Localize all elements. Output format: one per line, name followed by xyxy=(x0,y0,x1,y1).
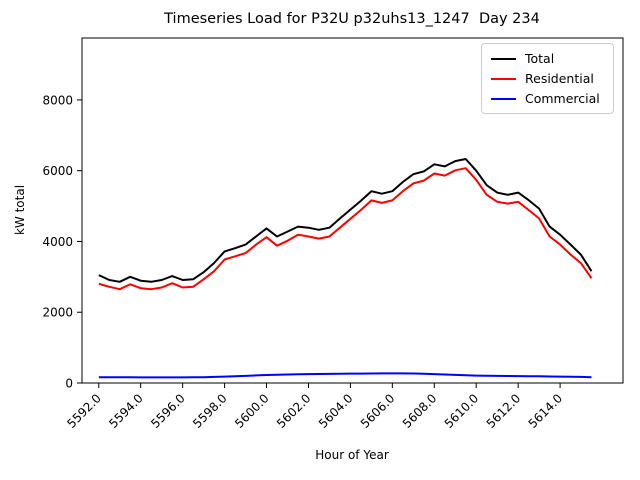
x-tick-label: 5604.0 xyxy=(316,391,356,431)
y-tick-label: 2000 xyxy=(42,306,73,320)
legend-item-total: Total xyxy=(491,51,604,66)
y-tick-label: 0 xyxy=(65,377,73,391)
legend: Total Residential Commercial xyxy=(481,43,614,114)
chart-title: Timeseries Load for P32U p32uhs13_1247 D… xyxy=(164,11,540,27)
x-tick-label: 5614.0 xyxy=(526,391,566,431)
x-tick-label: 5602.0 xyxy=(274,391,314,431)
y-axis-label: kW total xyxy=(13,184,27,236)
series-line-total xyxy=(98,158,593,283)
series-line-commercial xyxy=(98,372,592,379)
legend-line-sample xyxy=(491,77,516,80)
y-tick-label: 8000 xyxy=(42,93,73,107)
legend-line-sample xyxy=(491,97,516,100)
y-tick-label: 6000 xyxy=(42,164,73,178)
x-tick-label: 5596.0 xyxy=(148,391,188,431)
x-tick-label: 5612.0 xyxy=(484,391,524,431)
x-tick-label: 5594.0 xyxy=(106,391,146,431)
y-tick-label: 4000 xyxy=(42,235,73,249)
series-line-residential xyxy=(98,167,593,291)
legend-label: Commercial xyxy=(525,91,600,106)
x-tick-label: 5606.0 xyxy=(358,391,398,431)
legend-line-sample xyxy=(491,57,516,60)
legend-item-residential: Residential xyxy=(491,71,604,86)
legend-item-commercial: Commercial xyxy=(491,91,604,106)
x-tick-label: 5598.0 xyxy=(190,391,230,431)
x-tick-label: 5608.0 xyxy=(400,391,440,431)
legend-label: Total xyxy=(525,51,555,66)
x-axis-label: Hour of Year xyxy=(315,448,389,462)
x-tick-label: 5600.0 xyxy=(232,391,272,431)
axes-frame xyxy=(81,37,624,384)
x-tick-label: 5592.0 xyxy=(64,391,104,431)
legend-label: Residential xyxy=(525,71,594,86)
x-tick-label: 5610.0 xyxy=(442,391,482,431)
